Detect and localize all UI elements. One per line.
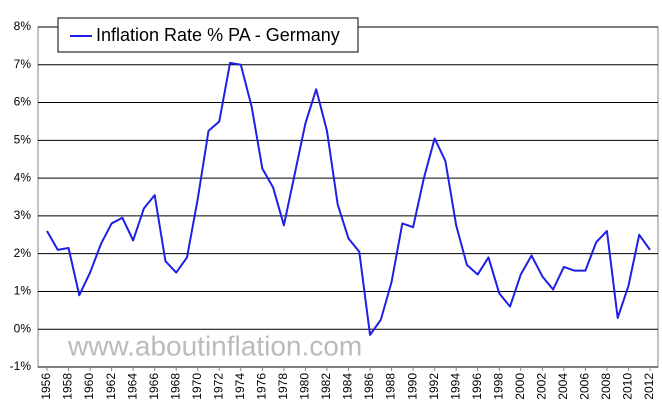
- x-tick-label: 1974: [233, 373, 247, 400]
- y-tick-label: 4%: [14, 170, 32, 184]
- watermark: www.aboutinflation.com: [67, 330, 362, 361]
- y-tick-label: 1%: [14, 284, 32, 298]
- x-tick-label: 1976: [255, 373, 269, 400]
- x-tick-label: 1980: [298, 373, 312, 400]
- x-tick-label: 1998: [491, 373, 505, 400]
- x-tick-label: 2002: [534, 373, 548, 400]
- x-tick-label: 2006: [578, 373, 592, 400]
- x-tick-label: 1962: [104, 373, 118, 400]
- y-tick-label: 2%: [14, 246, 32, 260]
- x-tick-label: 1986: [362, 373, 376, 400]
- x-tick-label: 1990: [405, 373, 419, 400]
- plot-area: [37, 26, 659, 368]
- x-tick-label: 1982: [319, 373, 333, 400]
- x-tick-label: 2012: [642, 373, 656, 400]
- x-tick-label: 1992: [427, 373, 441, 400]
- x-tick-label: 2000: [513, 373, 527, 400]
- legend-box: [57, 17, 359, 53]
- x-tick-label: 2004: [556, 373, 570, 400]
- x-tick-label: 1996: [470, 373, 484, 400]
- x-tick-label: 1972: [211, 373, 225, 400]
- x-tick-label: 1960: [82, 373, 96, 400]
- y-tick-label: 7%: [14, 57, 32, 71]
- y-tick-label: 3%: [14, 208, 32, 222]
- y-tick-label: 5%: [14, 133, 32, 147]
- y-tick-label: 0%: [14, 321, 32, 335]
- x-tick-label: 1958: [61, 373, 75, 400]
- x-tick-label: 1970: [190, 373, 204, 400]
- x-tick-label: 1994: [448, 373, 462, 400]
- x-tick-label: 1978: [276, 373, 290, 400]
- x-tick-label: 2010: [621, 373, 635, 400]
- y-tick-label: 8%: [14, 19, 32, 33]
- x-tick-label: 1966: [147, 373, 161, 400]
- x-tick-label: 1964: [125, 373, 139, 400]
- x-tick-label: 1984: [341, 373, 355, 400]
- y-tick-label: -1%: [10, 359, 32, 373]
- x-tick-label: 1956: [39, 373, 53, 400]
- x-tick-label: 2008: [599, 373, 613, 400]
- x-tick-label: 1968: [168, 373, 182, 400]
- x-tick-label: 1988: [384, 373, 398, 400]
- data-line: [46, 61, 651, 336]
- y-tick-label: 6%: [14, 95, 32, 109]
- legend-label: Inflation Rate % PA - Germany: [96, 25, 340, 45]
